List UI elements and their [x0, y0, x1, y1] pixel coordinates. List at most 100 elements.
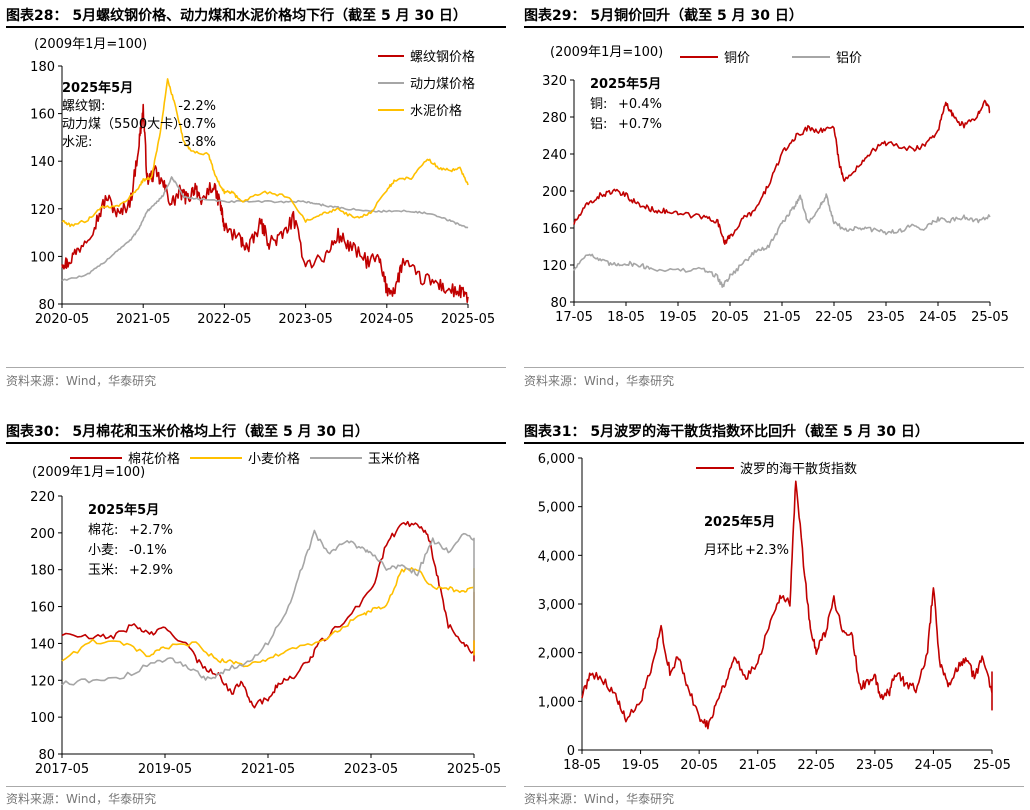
- x-tick-label: 24-05: [919, 310, 957, 325]
- annotation-label: 螺纹钢:: [62, 99, 105, 114]
- series-line-1: [581, 480, 993, 730]
- chart-copper-aluminum: 80 120 160 200 240 280 320 17-05 18-05 19-05 20-05…: [542, 45, 1009, 325]
- x-tick-label: 23-05: [867, 310, 905, 325]
- annotation-label: 棉花:: [88, 522, 118, 538]
- annotation-value: -2.2%: [178, 99, 216, 114]
- y-tick-label: 80: [550, 296, 567, 311]
- series-line-3: [61, 529, 475, 686]
- source-divider: [6, 786, 506, 787]
- y-tick-label: 200: [30, 527, 55, 542]
- source-note: 资料来源：Wind，华泰研究: [524, 374, 675, 388]
- annotation-value: +2.9%: [129, 563, 173, 578]
- x-tick-label: 21-05: [739, 758, 777, 773]
- chart-baltic-dry-index: 0 1,000 2,000 3,000 4,000 5,000 6,000 18-05 19-0…: [538, 452, 1011, 773]
- annotation-label: 玉米:: [88, 563, 118, 578]
- y-tick-label: 120: [542, 259, 567, 274]
- annotation-label: 动力煤（5500大卡）:: [62, 117, 190, 132]
- y-tick-label: 100: [30, 711, 55, 726]
- y-tick-label: 140: [30, 155, 55, 170]
- chart-title: 图表31： 5月波罗的海干散货指数环比回升（截至 5 月 30 日）: [524, 420, 1024, 444]
- chart-panel-copper-aluminum: 图表29： 5月铜价回升（截至 5 月 30 日） 80 120 160 200 240…: [524, 4, 1024, 388]
- x-tick-label: 2025-05: [447, 762, 501, 777]
- x-tick-label: 24-05: [915, 758, 953, 773]
- annotation-label: 铜:: [590, 97, 607, 112]
- x-tick-label: 17-05: [555, 310, 593, 325]
- y-tick-label: 4,000: [538, 549, 575, 564]
- series-line-2: [573, 193, 991, 288]
- x-tick-label: 2020-05: [35, 312, 89, 327]
- source-divider: [524, 786, 1024, 787]
- legend-label: 动力煤价格: [410, 76, 475, 92]
- chart-cotton-wheat-corn: 80 100 120 140 160 180 200 220 2017-05 2019-05 202…: [30, 451, 501, 777]
- legend-label: 铝价: [836, 51, 862, 66]
- annotation-label: 铝:: [590, 117, 607, 132]
- y-tick-label: 80: [38, 298, 55, 313]
- series-line-2: [61, 567, 475, 668]
- source-divider: [6, 367, 506, 368]
- x-tick-label: 25-05: [973, 758, 1011, 773]
- legend-label: 小麦价格: [248, 451, 300, 467]
- legend-label: 螺纹钢价格: [410, 49, 475, 65]
- unit-label: (2009年1月=100): [34, 37, 147, 52]
- x-tick-label: 2017-05: [35, 762, 89, 777]
- y-tick-label: 160: [542, 222, 567, 237]
- y-tick-label: 220: [30, 490, 55, 505]
- y-tick-label: 3,000: [538, 598, 575, 613]
- source-note: 资料来源：Wind，华泰研究: [6, 792, 157, 806]
- x-tick-label: 20-05: [680, 758, 718, 773]
- y-tick-label: 120: [30, 674, 55, 689]
- x-tick-label: 2021-05: [116, 312, 170, 327]
- source-divider: [524, 367, 1024, 368]
- chart-panel-steel-coal-cement: 图表28： 5月螺纹钢价格、动力煤和水泥价格均下行（截至 5 月 30 日） 8…: [6, 4, 506, 388]
- series-line-1: [61, 520, 475, 709]
- y-tick-label: 180: [30, 564, 55, 579]
- legend-label: 波罗的海干散货指数: [740, 461, 857, 477]
- x-tick-label: 19-05: [622, 758, 660, 773]
- series-line-1: [573, 99, 991, 245]
- y-tick-label: 320: [542, 74, 567, 89]
- y-tick-label: 180: [30, 60, 55, 75]
- y-tick-label: 160: [30, 601, 55, 616]
- annotation-value: -0.1%: [129, 543, 167, 558]
- x-tick-label: 2022-05: [197, 312, 251, 327]
- x-tick-label: 22-05: [815, 310, 853, 325]
- source-note: 资料来源：Wind，华泰研究: [524, 792, 675, 806]
- y-tick-label: 6,000: [538, 452, 575, 467]
- x-tick-label: 2019-05: [138, 762, 192, 777]
- y-tick-label: 160: [30, 108, 55, 123]
- x-tick-label: 19-05: [659, 310, 697, 325]
- x-tick-label: 2023-05: [278, 312, 332, 327]
- x-tick-label: 23-05: [856, 758, 894, 773]
- chart-panel-bdi: 图表31： 5月波罗的海干散货指数环比回升（截至 5 月 30 日） 0 1,00…: [524, 420, 1024, 806]
- y-tick-label: 5,000: [538, 501, 575, 516]
- annotation-value: +0.7%: [618, 117, 662, 132]
- legend-label: 铜价: [724, 51, 750, 66]
- chart-panel-cotton-wheat-corn: 图表30： 5月棉花和玉米价格均上行（截至 5 月 30 日） 80 100 120…: [6, 420, 506, 806]
- unit-label: (2009年1月=100): [32, 465, 145, 480]
- legend-label: 玉米价格: [368, 451, 420, 467]
- x-tick-label: 2025-05: [441, 312, 495, 327]
- annotation-value: +2.3%: [745, 543, 789, 558]
- x-tick-label: 25-05: [971, 310, 1009, 325]
- annotation-value: -0.7%: [178, 117, 216, 132]
- series-line-1: [61, 103, 469, 303]
- y-tick-label: 0: [567, 744, 575, 759]
- series-line-3: [61, 78, 469, 228]
- x-tick-label: 18-05: [563, 758, 601, 773]
- annotation-heading: 2025年5月: [590, 76, 661, 92]
- y-tick-label: 140: [30, 637, 55, 652]
- y-tick-label: 80: [38, 748, 55, 763]
- x-tick-label: 2024-05: [360, 312, 414, 327]
- annotation-heading: 2025年5月: [62, 80, 133, 96]
- y-tick-label: 240: [542, 148, 567, 163]
- annotation-value: +0.4%: [618, 97, 662, 112]
- x-tick-label: 2023-05: [344, 762, 398, 777]
- annotation-label: 小麦:: [88, 543, 118, 558]
- x-tick-label: 2021-05: [241, 762, 295, 777]
- chart-title: 图表30： 5月棉花和玉米价格均上行（截至 5 月 30 日）: [6, 420, 506, 444]
- y-tick-label: 2,000: [538, 647, 575, 662]
- chart-title: 图表28： 5月螺纹钢价格、动力煤和水泥价格均下行（截至 5 月 30 日）: [6, 4, 506, 28]
- series-line-2: [61, 176, 469, 282]
- x-tick-label: 18-05: [607, 310, 645, 325]
- y-tick-label: 280: [542, 111, 567, 126]
